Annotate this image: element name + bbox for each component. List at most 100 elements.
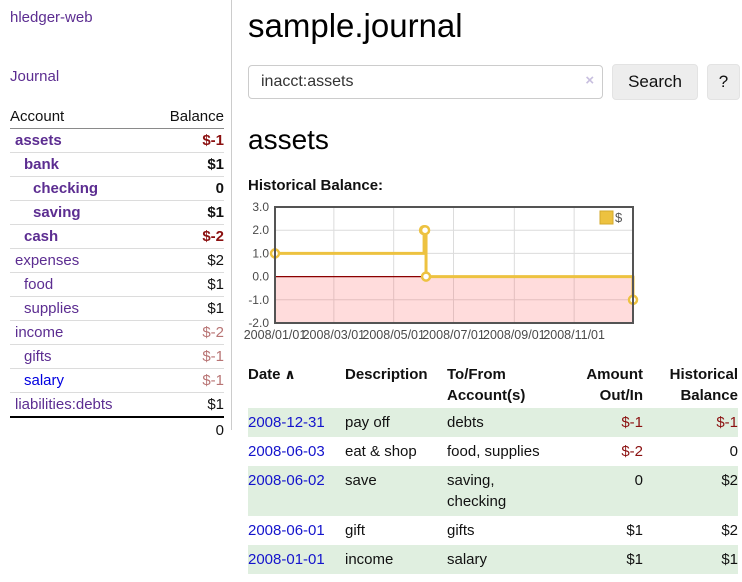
register-balance-cell: $1 [643, 545, 738, 574]
account-row: food $1 [10, 272, 224, 297]
register-date-cell: 2008-06-02 [248, 466, 345, 516]
account-balance: $-1 [149, 368, 224, 393]
account-row: supplies $1 [10, 296, 224, 321]
register-header-description: Description [345, 366, 428, 383]
y-tick-label: -2.0 [248, 316, 269, 330]
y-tick-label: 3.0 [252, 200, 269, 214]
register-amount-cell: 0 [564, 466, 643, 516]
y-tick-label: 1.0 [252, 246, 269, 260]
account-link[interactable]: salary [24, 372, 65, 389]
balance-chart: $3.0 2.0 1.0 0.0 -1.0 -2.0 2008/01/01 2008/03/0… [244, 200, 640, 345]
account-balance: $1 [149, 296, 224, 321]
account-link[interactable]: bank [24, 156, 60, 173]
register-accounts-cell: salary [447, 545, 564, 574]
x-tick-label: 2008/09/01 [483, 328, 546, 342]
register-header-amount: Amount Out/In [586, 366, 643, 404]
register-amount-cell: $1 [564, 545, 643, 574]
register-row: 2008-06-01 gift gifts $1 $2 [248, 516, 738, 545]
account-row: checking 0 [10, 176, 224, 201]
accounts-total-row: 0 [10, 416, 224, 443]
account-link[interactable]: gifts [24, 348, 52, 365]
account-link[interactable]: checking [33, 180, 99, 197]
account-row: bank $1 [10, 152, 224, 177]
register-header-date[interactable]: Date ∧ [248, 366, 296, 383]
negative-region [275, 276, 633, 323]
register-row: 2008-06-02 save saving, checking 0 $2 [248, 466, 738, 516]
account-balance: 0 [149, 176, 224, 201]
register-balance-cell: $-1 [643, 408, 738, 437]
data-point-marker [420, 271, 432, 282]
transaction-date-link[interactable]: 2008-12-31 [248, 414, 325, 431]
account-balance: $1 [149, 272, 224, 297]
register-description-cell: save [345, 466, 447, 516]
y-tick-label: -1.0 [248, 293, 269, 307]
account-balance: $1 [149, 200, 224, 225]
clear-search-icon[interactable]: × [585, 72, 595, 89]
account-row: liabilities:debts $1 [10, 392, 224, 417]
y-tick-label: 2.0 [252, 223, 269, 237]
register-header-balance: Historical Balance [669, 366, 738, 404]
journal-link[interactable]: Journal [10, 68, 60, 85]
legend-swatch [599, 210, 614, 225]
transaction-date-link[interactable]: 2008-01-01 [248, 551, 325, 568]
data-point-marker [419, 224, 431, 236]
register-description-cell: pay off [345, 408, 447, 437]
account-balance: $2 [149, 248, 224, 273]
search-button[interactable]: Search [612, 64, 698, 100]
x-tick-label: 2008/07/01 [422, 328, 485, 342]
account-link[interactable]: cash [24, 228, 59, 245]
account-link[interactable]: assets [15, 132, 62, 149]
account-row: assets $-1 [10, 129, 224, 153]
page-title: sample.journal [248, 7, 463, 44]
register-header-accounts: To/From Account(s) [447, 366, 526, 404]
register-accounts-cell: food, supplies [447, 443, 540, 460]
account-balance: $1 [149, 392, 224, 417]
account-link[interactable]: income [15, 324, 64, 341]
account-link[interactable]: supplies [24, 300, 80, 317]
accounts-total-spacer [10, 416, 150, 443]
account-heading: assets [248, 124, 329, 155]
register-date-cell: 2008-06-01 [248, 516, 345, 545]
sidebar: hledger-web Journal Account Balance asse… [0, 0, 232, 443]
account-link[interactable]: expenses [15, 252, 80, 269]
account-link[interactable]: food [24, 276, 54, 293]
account-link[interactable]: saving [33, 204, 81, 221]
transaction-date-link[interactable]: 2008-06-01 [248, 522, 325, 539]
register-date-cell: 2008-01-01 [248, 545, 345, 574]
account-link[interactable]: liabilities:debts [15, 396, 113, 413]
account-row: income $-2 [10, 320, 224, 345]
accounts-total-value: 0 [149, 416, 224, 443]
register-balance-cell: $2 [643, 466, 738, 516]
accounts-header-account: Account [10, 105, 150, 129]
register-row: 2008-06-03 eat & shop food, supplies $-2 0 [248, 437, 738, 466]
transaction-date-link[interactable]: 2008-06-03 [248, 443, 325, 460]
account-row: expenses $2 [10, 248, 224, 273]
x-tick-label: 2008/05/01 [362, 328, 425, 342]
register-accounts-cell: saving, checking [447, 466, 564, 516]
register-balance-cell: 0 [729, 443, 738, 460]
account-row: salary $-1 [10, 368, 224, 393]
account-balance: $-1 [149, 344, 224, 369]
transaction-date-link[interactable]: 2008-06-02 [248, 472, 325, 489]
account-balance: $-1 [202, 132, 224, 149]
chart-title: Historical Balance: [248, 177, 384, 194]
register-table: Date ∧ Description To/From Account(s) Amoun… [248, 362, 738, 574]
accounts-header-balance: Balance [149, 105, 224, 129]
x-tick-label: 2008/01/01 [244, 328, 307, 342]
register-date-cell: 2008-06-03 [248, 437, 345, 466]
register-row: 2008-01-01 income salary $1 $1 [248, 545, 738, 574]
register-row: 2008-12-31 pay off debts $-1 $-1 [248, 408, 738, 437]
account-row: gifts $-1 [10, 344, 224, 369]
register-description-cell: gift [345, 522, 366, 539]
search-form: × Search ? [248, 64, 740, 100]
search-input[interactable] [248, 65, 604, 99]
app-title-link[interactable]: hledger-web [10, 9, 93, 26]
register-amount-cell: $1 [626, 522, 643, 539]
register-date-cell: 2008-12-31 [248, 408, 345, 437]
register-amount-cell: $-2 [621, 443, 643, 460]
main-content: sample.journal × Search ? assets Histori… [244, 0, 740, 574]
register-description-cell: eat & shop [345, 443, 417, 460]
help-button[interactable]: ? [706, 64, 740, 100]
register-accounts-cell: gifts [447, 522, 475, 539]
x-tick-label: 2008/11/01 [543, 328, 605, 342]
